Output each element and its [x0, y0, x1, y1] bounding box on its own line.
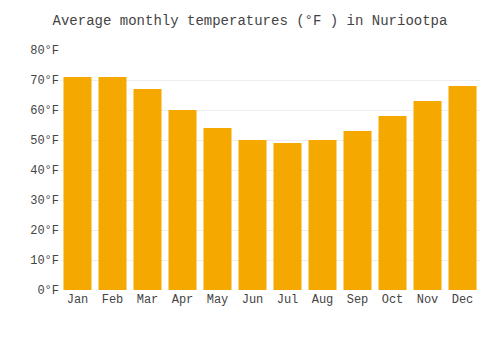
svg-text:Nov: Nov [417, 293, 439, 307]
svg-text:Average monthly temperatures (: Average monthly temperatures (°F ) in Nu… [53, 13, 448, 29]
svg-text:Mar: Mar [137, 293, 159, 307]
svg-text:0°F: 0°F [37, 284, 59, 298]
svg-text:20°F: 20°F [30, 224, 59, 238]
svg-text:10°F: 10°F [30, 254, 59, 268]
svg-text:Feb: Feb [102, 293, 124, 307]
svg-text:80°F: 80°F [30, 44, 59, 58]
svg-text:Apr: Apr [172, 293, 194, 307]
svg-text:Dec: Dec [452, 293, 474, 307]
svg-text:70°F: 70°F [30, 74, 59, 88]
svg-text:50°F: 50°F [30, 134, 59, 148]
svg-text:Aug: Aug [312, 293, 334, 307]
svg-text:30°F: 30°F [30, 194, 59, 208]
svg-text:40°F: 40°F [30, 164, 59, 178]
svg-text:Jul: Jul [277, 293, 299, 307]
svg-text:Jun: Jun [242, 293, 264, 307]
svg-text:May: May [207, 293, 229, 307]
svg-text:Jan: Jan [67, 293, 89, 307]
svg-text:Oct: Oct [382, 293, 404, 307]
svg-text:Sep: Sep [347, 293, 369, 307]
svg-text:60°F: 60°F [30, 104, 59, 118]
